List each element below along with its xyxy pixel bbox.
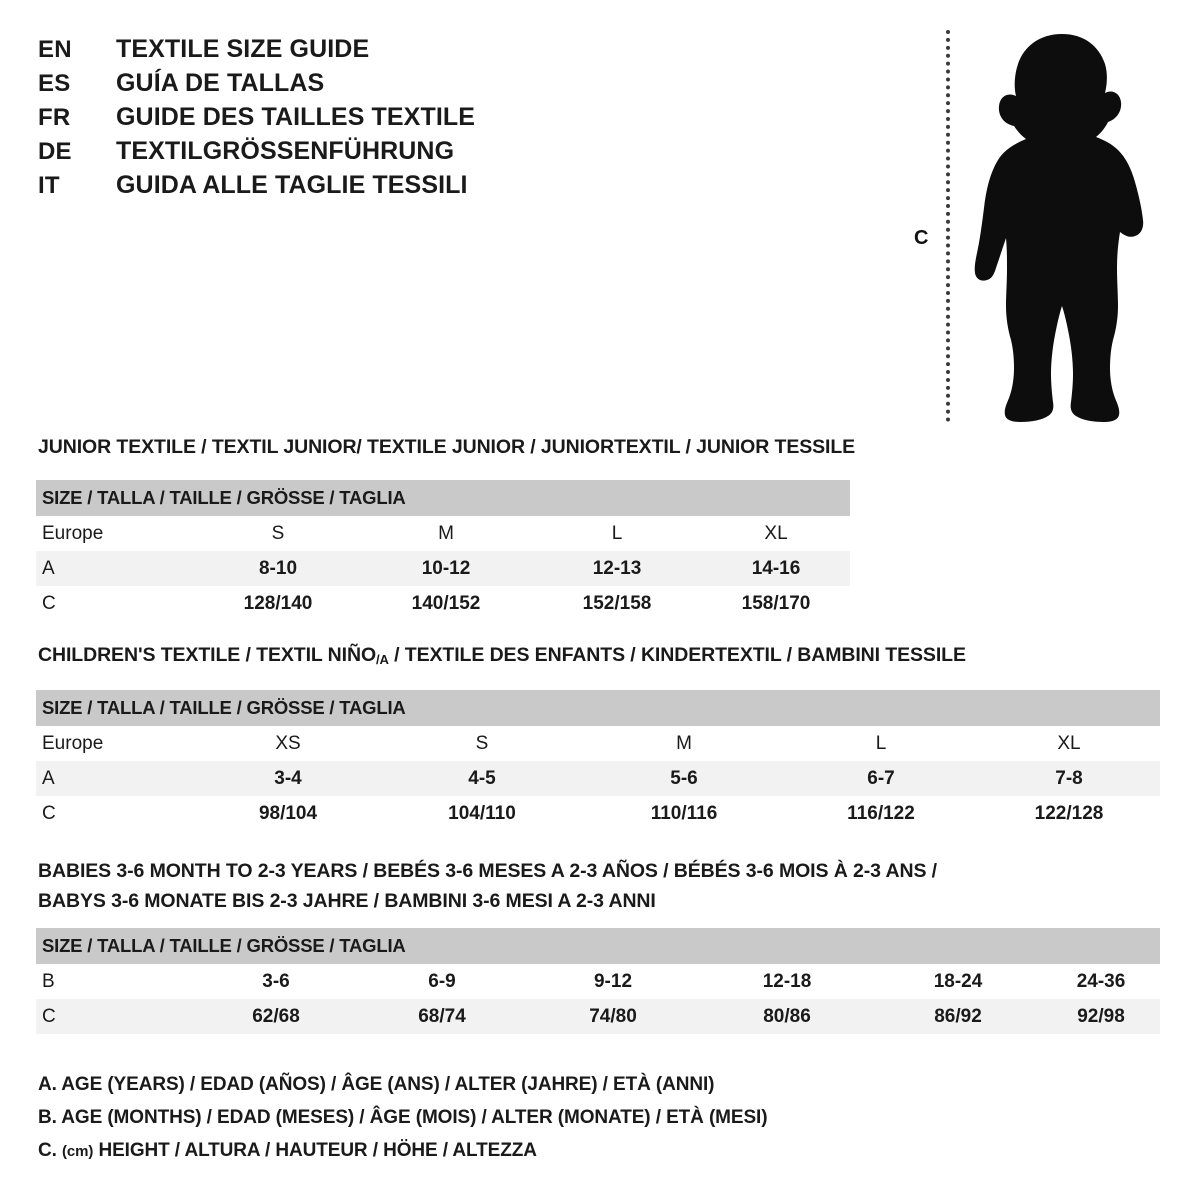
junior-row-c: C 128/140 140/152 152/158 158/170 bbox=[36, 586, 851, 621]
section-heading-babies-line1: BABIES 3-6 MONTH TO 2-3 YEARS / BEBÉS 3-… bbox=[38, 860, 937, 882]
children-c-m: 110/116 bbox=[584, 796, 784, 831]
children-row-size: Europe XS S M L XL bbox=[36, 726, 1161, 761]
junior-size-xl: XL bbox=[702, 516, 851, 551]
junior-a-m: 10-12 bbox=[360, 551, 532, 586]
children-table-band-row: SIZE / TALLA / TAILLE / GRÖSSE / TAGLIA bbox=[36, 690, 1161, 726]
guide-title-it: GUIDA ALLE TAGLIE TESSILI bbox=[116, 171, 468, 199]
legend-line-c-suffix: HEIGHT / ALTURA / HAUTEUR / HÖHE / ALTEZ… bbox=[93, 1140, 537, 1161]
junior-c-s: 128/140 bbox=[196, 586, 360, 621]
children-c-xs: 98/104 bbox=[196, 796, 380, 831]
toddler-silhouette-icon bbox=[974, 34, 1144, 422]
babies-c-18-24: 86/92 bbox=[874, 999, 1042, 1034]
babies-b-24-36: 24-36 bbox=[1042, 964, 1160, 999]
babies-b-12-18: 12-18 bbox=[700, 964, 874, 999]
babies-b-6-9: 6-9 bbox=[358, 964, 526, 999]
junior-size-table: SIZE / TALLA / TAILLE / GRÖSSE / TAGLIA … bbox=[36, 480, 851, 621]
junior-c-xl: 158/170 bbox=[702, 586, 851, 621]
babies-row-c-label: C bbox=[36, 999, 194, 1034]
babies-size-table: SIZE / TALLA / TAILLE / GRÖSSE / TAGLIA … bbox=[36, 928, 1160, 1034]
babies-band-label: SIZE / TALLA / TAILLE / GRÖSSE / TAGLIA bbox=[36, 928, 1160, 964]
junior-c-m: 140/152 bbox=[360, 586, 532, 621]
babies-b-9-12: 9-12 bbox=[526, 964, 700, 999]
children-a-xs: 3-4 bbox=[196, 761, 380, 796]
section-heading-children: CHILDREN'S TEXTILE / TEXTIL NIÑO/A / TEX… bbox=[38, 644, 966, 667]
children-a-m: 5-6 bbox=[584, 761, 784, 796]
babies-c-12-18: 80/86 bbox=[700, 999, 874, 1034]
legend-line-c-prefix: C. bbox=[38, 1140, 62, 1161]
children-size-xl: XL bbox=[978, 726, 1161, 761]
language-code-fr: FR bbox=[38, 104, 71, 131]
language-code-it: IT bbox=[38, 172, 60, 199]
junior-a-l: 12-13 bbox=[532, 551, 702, 586]
children-size-table: SIZE / TALLA / TAILLE / GRÖSSE / TAGLIA … bbox=[36, 690, 1161, 831]
legend-line-a: A. AGE (YEARS) / EDAD (AÑOS) / ÂGE (ANS)… bbox=[38, 1074, 715, 1095]
junior-row-size: Europe S M L XL bbox=[36, 516, 851, 551]
children-c-l: 116/122 bbox=[784, 796, 978, 831]
children-c-xl: 122/128 bbox=[978, 796, 1161, 831]
language-row-it: IT GUIDA ALLE TAGLIE TESSILI bbox=[38, 168, 558, 202]
children-heading-post: / TEXTILE DES ENFANTS / KINDERTEXTIL / B… bbox=[388, 644, 966, 666]
babies-row-b-label: B bbox=[36, 964, 194, 999]
junior-row-a: A 8-10 10-12 12-13 14-16 bbox=[36, 551, 851, 586]
junior-band-label: SIZE / TALLA / TAILLE / GRÖSSE / TAGLIA bbox=[36, 480, 851, 516]
legend-line-c: C. (cm) HEIGHT / ALTURA / HAUTEUR / HÖHE… bbox=[38, 1134, 1138, 1167]
children-size-xs: XS bbox=[196, 726, 380, 761]
junior-c-l: 152/158 bbox=[532, 586, 702, 621]
children-a-s: 4-5 bbox=[380, 761, 584, 796]
children-row-a: A 3-4 4-5 5-6 6-7 7-8 bbox=[36, 761, 1161, 796]
language-row-fr: FR GUIDE DES TAILLES TEXTILE bbox=[38, 100, 558, 134]
children-a-l: 6-7 bbox=[784, 761, 978, 796]
children-row-a-label: A bbox=[36, 761, 196, 796]
language-header-block: EN TEXTILE SIZE GUIDE ES GUÍA DE TALLAS … bbox=[38, 32, 558, 202]
section-heading-junior: JUNIOR TEXTILE / TEXTIL JUNIOR/ TEXTILE … bbox=[38, 436, 856, 458]
junior-size-s: S bbox=[196, 516, 360, 551]
children-size-l: L bbox=[784, 726, 978, 761]
babies-row-b: B 3-6 6-9 9-12 12-18 18-24 24-36 bbox=[36, 964, 1160, 999]
children-size-m: M bbox=[584, 726, 784, 761]
babies-b-3-6: 3-6 bbox=[194, 964, 358, 999]
babies-c-9-12: 74/80 bbox=[526, 999, 700, 1034]
junior-a-xl: 14-16 bbox=[702, 551, 851, 586]
section-heading-babies-line2: BABYS 3-6 MONATE BIS 2-3 JAHRE / BAMBINI… bbox=[38, 890, 656, 912]
children-row-c: C 98/104 104/110 110/116 116/122 122/128 bbox=[36, 796, 1161, 831]
babies-row-c: C 62/68 68/74 74/80 80/86 86/92 92/98 bbox=[36, 999, 1160, 1034]
language-row-es: ES GUÍA DE TALLAS bbox=[38, 66, 558, 100]
guide-title-fr: GUIDE DES TAILLES TEXTILE bbox=[116, 103, 476, 131]
height-dotted-line bbox=[946, 30, 950, 422]
children-row-c-label: C bbox=[36, 796, 196, 831]
children-a-xl: 7-8 bbox=[978, 761, 1161, 796]
children-heading-subscript: /A bbox=[376, 652, 389, 667]
language-row-en: EN TEXTILE SIZE GUIDE bbox=[38, 32, 558, 66]
junior-size-m: M bbox=[360, 516, 532, 551]
junior-a-s: 8-10 bbox=[196, 551, 360, 586]
babies-c-24-36: 92/98 bbox=[1042, 999, 1160, 1034]
guide-title-en: TEXTILE SIZE GUIDE bbox=[116, 35, 370, 63]
junior-size-l: L bbox=[532, 516, 702, 551]
babies-c-6-9: 68/74 bbox=[358, 999, 526, 1034]
junior-table-band-row: SIZE / TALLA / TAILLE / GRÖSSE / TAGLIA bbox=[36, 480, 851, 516]
guide-title-es: GUÍA DE TALLAS bbox=[116, 69, 325, 97]
junior-row-c-label: C bbox=[36, 586, 196, 621]
children-band-label: SIZE / TALLA / TAILLE / GRÖSSE / TAGLIA bbox=[36, 690, 1161, 726]
junior-row-size-label: Europe bbox=[36, 516, 196, 551]
guide-title-de: TEXTILGRÖSSENFÜHRUNG bbox=[116, 137, 455, 165]
babies-c-3-6: 62/68 bbox=[194, 999, 358, 1034]
legend-block: A. AGE (YEARS) / EDAD (AÑOS) / ÂGE (ANS)… bbox=[38, 1068, 1138, 1167]
children-row-size-label: Europe bbox=[36, 726, 196, 761]
height-measure-label: C bbox=[914, 227, 929, 249]
legend-line-b: B. AGE (MONTHS) / EDAD (MESES) / ÂGE (MO… bbox=[38, 1107, 768, 1128]
legend-line-c-unit: (cm) bbox=[61, 1143, 94, 1160]
language-row-de: DE TEXTILGRÖSSENFÜHRUNG bbox=[38, 134, 558, 168]
children-c-s: 104/110 bbox=[380, 796, 584, 831]
height-figure-block: C bbox=[900, 14, 1180, 424]
junior-row-a-label: A bbox=[36, 551, 196, 586]
babies-b-18-24: 18-24 bbox=[874, 964, 1042, 999]
language-code-de: DE bbox=[38, 138, 72, 165]
language-code-es: ES bbox=[38, 70, 71, 97]
language-code-en: EN bbox=[38, 36, 72, 63]
babies-table-band-row: SIZE / TALLA / TAILLE / GRÖSSE / TAGLIA bbox=[36, 928, 1160, 964]
children-size-s: S bbox=[380, 726, 584, 761]
children-heading-pre: CHILDREN'S TEXTILE / TEXTIL NIÑO bbox=[38, 644, 377, 666]
